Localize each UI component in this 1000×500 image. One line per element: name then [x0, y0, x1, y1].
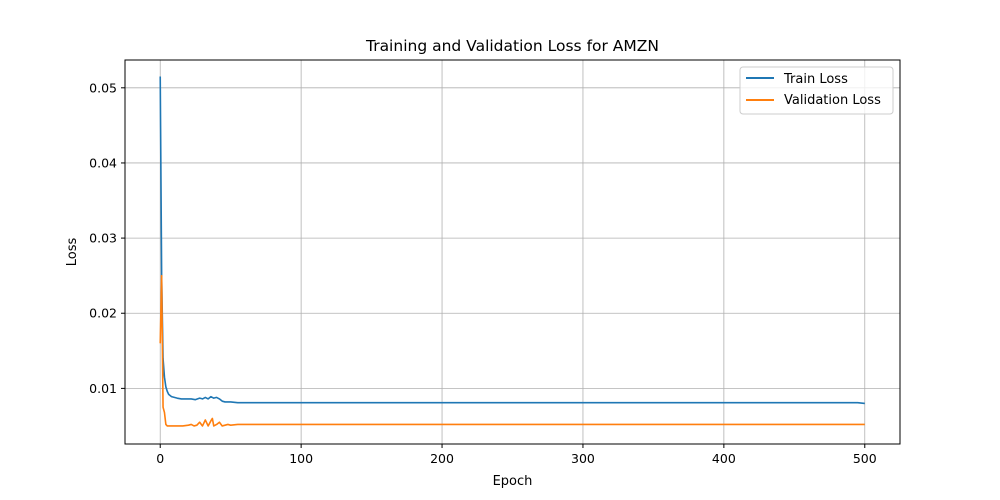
- y-axis-label: Loss: [65, 238, 80, 267]
- plot-frame: [124, 59, 901, 445]
- legend-label-train-loss: Train Loss: [783, 72, 848, 87]
- x-tick-label: 0: [156, 451, 164, 466]
- legend-label-validation-loss: Validation Loss: [784, 93, 881, 108]
- x-axis-label: Epoch: [493, 474, 533, 489]
- series-line-train-loss: [159, 76, 865, 405]
- x-tick-label: 500: [853, 451, 877, 466]
- x-tick-label: 300: [571, 451, 595, 466]
- legend-box: [739, 66, 894, 115]
- series-line-validation-loss: [159, 274, 865, 427]
- y-tick-label: 0.02: [89, 306, 117, 321]
- y-tick-label: 0.01: [89, 381, 117, 396]
- x-tick-label: 400: [712, 451, 736, 466]
- x-tick-label: 200: [430, 451, 454, 466]
- chart-title: Training and Validation Loss for AMZN: [365, 37, 659, 55]
- x-tick-label: 100: [289, 451, 313, 466]
- legend: Train Loss Validation Loss: [739, 66, 894, 115]
- axis-ticks: 0 100 200 300 400 500 0.01 0.02 0.03 0.04 0.05: [89, 80, 877, 466]
- y-tick-label: 0.05: [89, 80, 117, 95]
- y-tick-label: 0.03: [89, 231, 117, 246]
- series-lines: [159, 76, 865, 427]
- y-tick-label: 0.04: [89, 155, 117, 170]
